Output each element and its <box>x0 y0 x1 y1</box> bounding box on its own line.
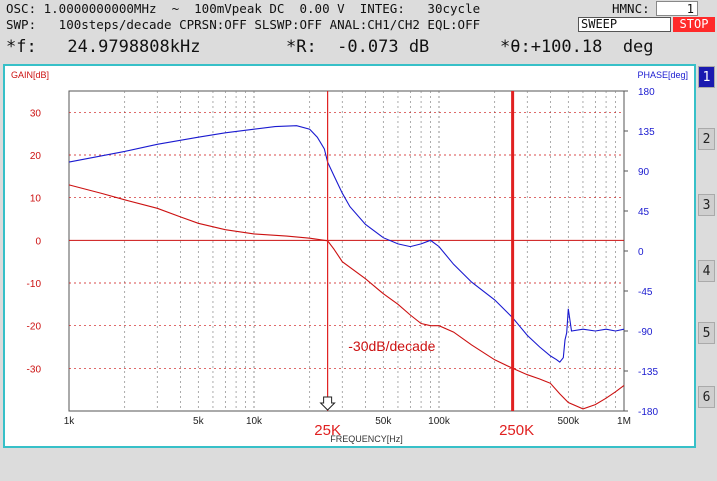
frequency-tick-label: 10k <box>246 416 263 427</box>
phase-tick-label: 45 <box>638 207 650 218</box>
phase-axis-label: PHASE[deg] <box>637 70 688 80</box>
frequency-readout: *f: 24.9798808kHz <box>6 37 201 57</box>
marker-label-25k: 25K <box>314 422 341 439</box>
marker-label-250k: 250K <box>499 422 534 439</box>
gain-tick-label: -30 <box>27 364 42 375</box>
phase-tick-label: 90 <box>638 167 650 178</box>
marker-arrow-icon <box>319 396 336 411</box>
phase-readout: *θ:+100.18 deg <box>500 37 654 57</box>
phase-tick-label: -180 <box>638 407 658 418</box>
gain-tick-label: -20 <box>27 322 42 333</box>
bottom-strip <box>0 448 717 481</box>
stop-button[interactable]: STOP <box>673 17 715 32</box>
phase-tick-label: 135 <box>638 127 655 138</box>
osc-settings-line: OSC: 1.0000000000MHz ~ 100mVpeak DC 0.00… <box>6 1 481 16</box>
gain-axis-label: GAIN[dB] <box>11 70 49 80</box>
sweep-button[interactable]: SWEEP <box>578 17 671 32</box>
tab-2[interactable]: 2 <box>698 128 715 150</box>
phase-trace <box>68 125 625 363</box>
phase-tick-label: -135 <box>638 367 658 378</box>
trace-tabs: 1 2 3 4 5 6 <box>698 64 717 448</box>
slope-annotation: -30dB/decade <box>348 338 435 354</box>
frequency-tick-label: 1k <box>64 416 76 427</box>
phase-tick-label: 0 <box>638 247 644 258</box>
tab-3[interactable]: 3 <box>698 194 715 216</box>
sweep-settings-line: SWP: 100steps/decade CPRSN:OFF SLSWP:OFF… <box>6 17 481 32</box>
status-bar: OSC: 1.0000000000MHz ~ 100mVpeak DC 0.00… <box>0 0 717 64</box>
gain-trace <box>68 184 625 410</box>
phase-tick-label: -45 <box>638 287 653 298</box>
gain-tick-label: -10 <box>27 279 42 290</box>
chart-panel: 30 20 10 0 -10 -20 -30 180 135 90 45 0 -45 -90 -135 -18… <box>3 64 696 448</box>
tab-1[interactable]: 1 <box>698 66 715 88</box>
tab-4[interactable]: 4 <box>698 260 715 282</box>
frequency-tick-label: 1M <box>617 416 631 427</box>
frequency-tick-label: 50k <box>375 416 392 427</box>
frequency-tick-label: 5k <box>193 416 205 427</box>
phase-tick-label: 180 <box>638 87 655 98</box>
plot-frame <box>68 90 625 412</box>
frequency-axis-label: FREQUENCY[Hz] <box>330 434 403 444</box>
hmnc-field[interactable]: 1 <box>656 1 698 16</box>
tab-5[interactable]: 5 <box>698 322 715 344</box>
ratio-readout: *R: -0.073 dB <box>286 37 430 57</box>
gain-tick-label: 20 <box>30 151 42 162</box>
bode-plot: 30 20 10 0 -10 -20 -30 180 135 90 45 0 -45 -90 -135 -18… <box>11 70 688 444</box>
frequency-tick-label: 100k <box>428 416 451 427</box>
hmnc-label: HMNC: <box>612 1 650 16</box>
phase-tick-label: -90 <box>638 327 653 338</box>
frequency-tick-label: 500k <box>557 416 580 427</box>
gain-tick-label: 0 <box>35 236 41 247</box>
tab-6[interactable]: 6 <box>698 386 715 408</box>
gain-tick-label: 30 <box>30 108 42 119</box>
gain-tick-label: 10 <box>30 194 42 205</box>
